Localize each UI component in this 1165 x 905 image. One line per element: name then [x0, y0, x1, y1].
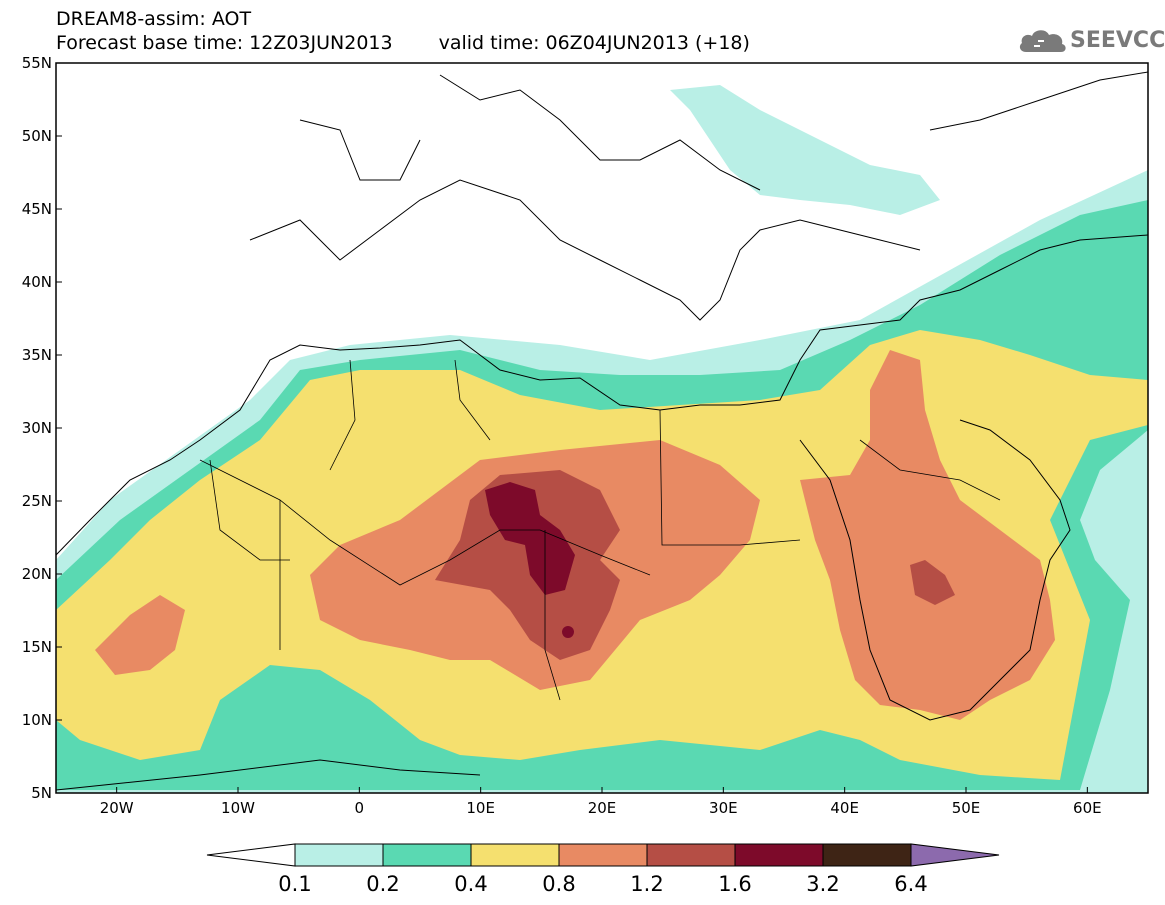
colorbar-segment — [470, 843, 560, 867]
colorbar-high-triangle — [910, 843, 1000, 867]
aot-band-1.2-arabia — [910, 560, 955, 605]
colorbar-segment — [822, 843, 912, 867]
lat-tick-label: 25N — [22, 492, 52, 510]
aot-band-1.6 — [485, 482, 575, 595]
lat-tick-label: 10N — [22, 711, 52, 729]
colorbar-label: 0.1 — [278, 872, 311, 896]
lon-tick-label: 40E — [830, 799, 859, 817]
colorbar-low-triangle — [206, 843, 296, 867]
lat-tick-label: 55N — [22, 54, 52, 72]
lat-tick-label: 15N — [22, 638, 52, 656]
colorbar-label: 1.6 — [718, 872, 751, 896]
lat-tick-label: 50N — [22, 127, 52, 145]
time-line: Forecast base time: 12Z03JUN2013 valid ti… — [56, 32, 750, 54]
colorbar-label: 1.2 — [630, 872, 663, 896]
lon-tick-label: 60E — [1073, 799, 1102, 817]
colorbar-segment — [646, 843, 736, 867]
aot-band-0.8-west — [95, 595, 185, 675]
lat-tick-label: 40N — [22, 273, 52, 291]
colorbar-label: 0.8 — [542, 872, 575, 896]
aot-band-1.6-spot — [562, 626, 574, 638]
longitude-axis: 20W 10W 0 10E 20E 30E 40E 50E 60E — [100, 787, 1102, 817]
colorbar-label: 6.4 — [894, 872, 927, 896]
cloud-icon — [1019, 30, 1066, 52]
lon-tick-label: 0 — [355, 799, 365, 817]
colorbar-segment — [734, 843, 824, 867]
colorbar-segment — [558, 843, 648, 867]
lat-tick-label: 5N — [31, 784, 52, 802]
colorbar-label: 3.2 — [806, 872, 839, 896]
colorbar: 0.1 0.2 0.4 0.8 1.2 1.6 3.2 6.4 — [206, 843, 1000, 896]
seevccc-logo: SEEVCCC — [1018, 26, 1165, 56]
lon-tick-label: 20E — [588, 799, 617, 817]
lon-tick-label: 20W — [100, 799, 134, 817]
lat-tick-label: 30N — [22, 419, 52, 437]
valid-time: valid time: 06Z04JUN2013 (+18) — [438, 32, 750, 54]
lon-tick-label: 10W — [221, 799, 255, 817]
colorbar-segment — [294, 843, 384, 867]
latitude-axis: 55N 50N 45N 40N 35N 30N 25N 20N 15N 10N 5N — [22, 54, 62, 802]
colorbar-label: 0.4 — [454, 872, 487, 896]
product-title: DREAM8-assim: AOT — [56, 8, 252, 30]
lat-tick-label: 20N — [22, 565, 52, 583]
coastlines — [56, 71, 1148, 791]
forecast-base-time: Forecast base time: 12Z03JUN2013 — [56, 32, 393, 54]
colorbar-segment — [382, 843, 472, 867]
lon-tick-label: 10E — [466, 799, 495, 817]
lat-tick-label: 45N — [22, 200, 52, 218]
lat-tick-label: 35N — [22, 346, 52, 364]
colorbar-label: 0.2 — [366, 872, 399, 896]
aot-band-0.1-caspian — [670, 85, 940, 215]
aot-band-0.8-arabia — [800, 350, 1055, 720]
aot-band-1.2 — [435, 470, 620, 660]
aot-field — [56, 63, 1148, 793]
country-borders — [199, 359, 1001, 701]
logo-text: SEEVCCC — [1070, 28, 1165, 53]
lon-tick-label: 30E — [709, 799, 738, 817]
lon-tick-label: 50E — [952, 799, 981, 817]
